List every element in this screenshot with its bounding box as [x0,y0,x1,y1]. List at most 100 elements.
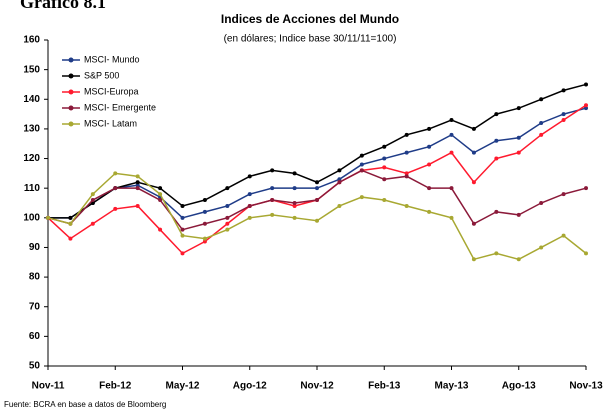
point [247,203,252,208]
point [382,198,387,203]
point [90,192,95,197]
y-tick-label: 80 [29,272,41,283]
point [471,126,476,131]
point [292,201,297,205]
point [539,120,544,125]
point [427,126,432,131]
point [337,203,342,208]
legend-marker [68,121,74,127]
legend-label: MSCI- Emergente [84,102,156,112]
point [494,138,499,143]
point [539,132,544,137]
point [561,88,566,93]
point [539,97,544,102]
y-tick-label: 70 [29,301,41,312]
x-tick-label: May-12 [166,381,200,392]
point [247,215,252,220]
point [382,177,387,182]
point [225,227,230,232]
y-tick-label: 100 [23,212,40,223]
x-tick-label: Feb-12 [99,381,132,392]
point [202,198,207,203]
point [180,203,185,208]
point [427,162,432,167]
point [427,144,432,149]
point [202,239,207,244]
point [404,174,409,179]
point [427,209,432,214]
legend-label: MSCI-Europa [84,86,139,96]
point [382,165,387,170]
point [539,201,544,205]
point [584,82,588,87]
point [247,174,252,179]
point [225,203,230,208]
legend-label: S&P 500 [84,70,119,80]
point [561,192,566,197]
point [539,245,544,250]
point [494,251,499,256]
point [516,212,521,217]
y-tick-label: 120 [23,153,40,164]
point [68,236,73,241]
point [225,221,230,226]
x-tick-label: Nov-11 [32,381,65,392]
point [270,198,275,203]
point [449,132,454,137]
point [158,227,163,232]
point [202,221,207,226]
point [584,106,588,111]
legend-marker [68,105,74,111]
point [337,168,342,173]
point [584,251,588,256]
point [449,150,454,155]
point [404,171,409,176]
source: Fuente: BCRA en base a datos de Bloomber… [4,400,166,409]
point [225,215,230,220]
point [494,112,499,117]
point [382,144,387,149]
legend-marker [68,73,74,79]
point [135,186,140,191]
y-tick-label: 60 [29,331,41,342]
x-tick-label: Feb-13 [368,381,401,392]
point [584,186,588,191]
x-tick-label: Ago-12 [233,381,267,392]
point [404,132,409,137]
point [404,150,409,155]
point [292,203,297,208]
point [471,257,476,262]
point [135,180,140,185]
point [202,236,207,241]
point [90,221,95,226]
point [135,174,140,179]
point [315,180,319,185]
point [584,103,588,108]
point [315,198,319,203]
point [135,183,140,188]
point [315,218,319,223]
point [471,150,476,155]
point [516,106,521,111]
point [404,203,409,208]
point [561,233,566,238]
point [561,112,566,117]
y-tick-label: 50 [29,361,41,372]
legend-marker [68,89,74,95]
point [113,171,118,176]
point [68,221,73,226]
point [247,192,252,197]
point [46,215,50,220]
x-tick-label: Nov-13 [569,381,603,392]
point [382,156,387,161]
y-tick-label: 130 [23,124,40,135]
point [113,186,118,191]
x-tick-label: Ago-13 [502,381,536,392]
point [427,186,432,191]
y-tick-label: 90 [29,242,41,253]
point [494,156,499,161]
point [471,180,476,185]
point [359,162,364,167]
point [270,186,275,191]
